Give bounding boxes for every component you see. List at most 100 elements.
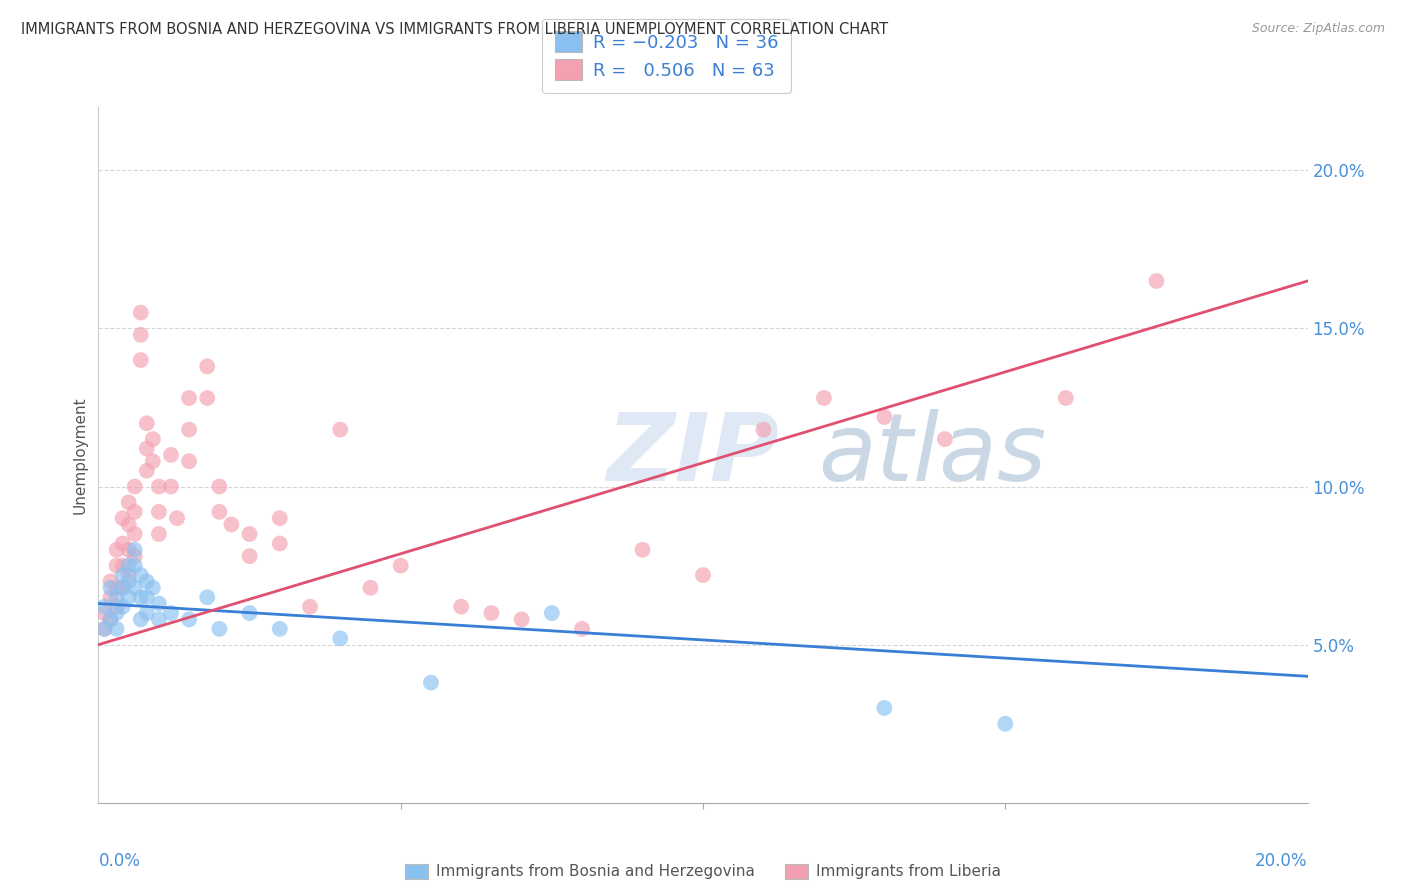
Point [111,599,134,614]
Point [135,574,157,589]
Point [873,701,896,715]
Point [269,622,291,636]
Point [111,558,134,573]
Point [994,716,1017,731]
Point [148,527,170,541]
Point [124,558,146,573]
Point [195,359,218,374]
Point [105,581,128,595]
Point [129,591,152,605]
Point [148,479,170,493]
Point [299,599,322,614]
Point [752,423,775,437]
Point [129,568,152,582]
Point [93,599,115,614]
Point [118,574,141,589]
Point [239,606,262,620]
Point [105,599,128,614]
Point [100,591,122,605]
Point [692,568,714,582]
Point [142,454,165,468]
Point [118,568,141,582]
Point [105,622,128,636]
Point [148,505,170,519]
Point [148,597,170,611]
Point [329,423,352,437]
Point [239,549,262,563]
Point [124,581,146,595]
Point [135,606,157,620]
Point [239,527,262,541]
Point [100,612,122,626]
Point [160,448,183,462]
Point [135,591,157,605]
Point [93,606,115,620]
Point [360,581,382,595]
Point [160,606,183,620]
Point [177,454,201,468]
Point [208,505,231,519]
Point [135,417,157,431]
Point [1054,391,1077,405]
Point [105,558,128,573]
Point [329,632,352,646]
Point [100,581,122,595]
Point [208,479,231,493]
Text: Source: ZipAtlas.com: Source: ZipAtlas.com [1251,22,1385,36]
Point [481,606,503,620]
Point [135,442,157,456]
Point [111,568,134,582]
Point [510,612,533,626]
Point [934,432,956,446]
Point [93,622,115,636]
Point [631,542,654,557]
Legend: Immigrants from Bosnia and Herzegovina, Immigrants from Liberia: Immigrants from Bosnia and Herzegovina, … [399,857,1007,886]
Point [450,599,472,614]
Point [142,581,165,595]
Point [813,391,835,405]
Point [100,574,122,589]
Point [105,606,128,620]
Y-axis label: Unemployment: Unemployment [72,396,87,514]
Point [105,591,128,605]
Point [124,527,146,541]
Point [177,423,201,437]
Text: 20.0%: 20.0% [1256,852,1308,870]
Point [195,391,218,405]
Text: IMMIGRANTS FROM BOSNIA AND HERZEGOVINA VS IMMIGRANTS FROM LIBERIA UNEMPLOYMENT C: IMMIGRANTS FROM BOSNIA AND HERZEGOVINA V… [21,22,889,37]
Point [389,558,412,573]
Point [124,505,146,519]
Point [571,622,593,636]
Point [93,622,115,636]
Point [166,511,188,525]
Point [111,536,134,550]
Point [129,353,152,368]
Point [221,517,243,532]
Point [100,612,122,626]
Point [111,581,134,595]
Point [124,479,146,493]
Point [111,581,134,595]
Point [118,591,141,605]
Point [1144,274,1167,288]
Point [160,479,183,493]
Text: 0.0%: 0.0% [98,852,141,870]
Text: atlas: atlas [818,409,1046,500]
Point [135,464,157,478]
Point [873,409,896,424]
Point [269,536,291,550]
Point [118,517,141,532]
Point [111,511,134,525]
Point [419,675,441,690]
Point [195,591,218,605]
Point [148,612,170,626]
Text: ZIP: ZIP [606,409,779,501]
Point [177,612,201,626]
Point [129,327,152,342]
Point [118,542,141,557]
Point [269,511,291,525]
Point [124,549,146,563]
Point [540,606,562,620]
Point [129,305,152,319]
Point [177,391,201,405]
